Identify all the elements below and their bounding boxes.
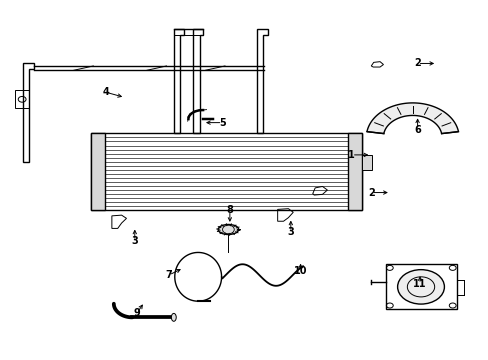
Ellipse shape [171, 314, 176, 321]
Text: 9: 9 [134, 308, 141, 318]
Text: 8: 8 [226, 206, 233, 216]
FancyBboxPatch shape [361, 155, 371, 170]
Text: 7: 7 [165, 270, 172, 280]
Text: 6: 6 [413, 125, 420, 135]
Text: 1: 1 [347, 150, 354, 160]
Text: 3: 3 [131, 236, 138, 246]
Text: 4: 4 [102, 87, 109, 97]
Text: 11: 11 [412, 279, 426, 289]
Circle shape [397, 270, 444, 304]
Text: 5: 5 [219, 118, 225, 128]
Polygon shape [366, 103, 458, 134]
Text: 3: 3 [287, 227, 294, 237]
Ellipse shape [218, 225, 238, 234]
FancyBboxPatch shape [347, 134, 361, 211]
Text: 10: 10 [293, 266, 306, 276]
Text: 2: 2 [367, 188, 374, 198]
FancyBboxPatch shape [91, 134, 104, 211]
Text: 2: 2 [413, 58, 420, 68]
